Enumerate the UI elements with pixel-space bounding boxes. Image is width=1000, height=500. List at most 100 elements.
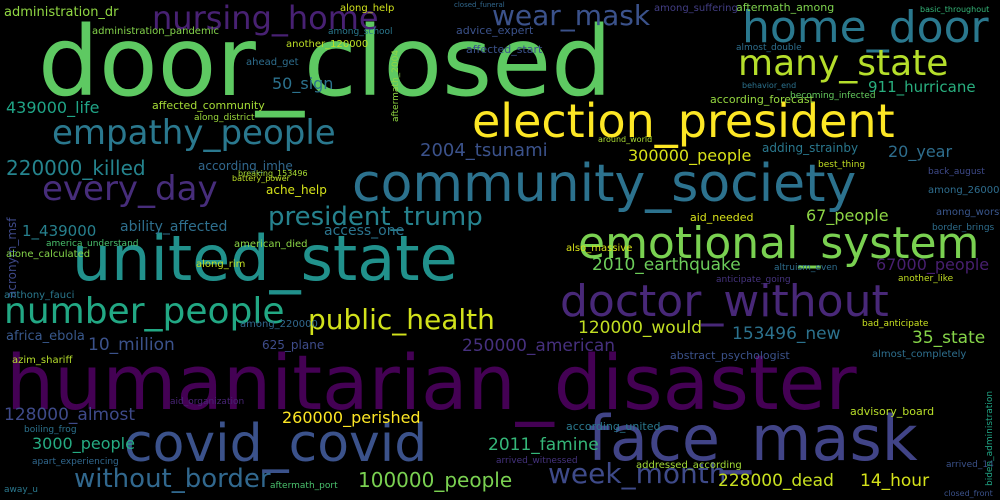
word: 228000_dead: [718, 471, 834, 491]
word: 120000_would: [578, 318, 702, 338]
word: president_trump: [268, 202, 483, 232]
word: apart_experiencing: [32, 457, 119, 467]
word: 2011_famine: [488, 435, 599, 455]
word: closed_front: [944, 489, 993, 498]
word: every_day: [42, 169, 218, 209]
word: africa_ebola: [6, 329, 85, 344]
word: altruism_even: [774, 263, 838, 273]
word: anticipate_going: [716, 275, 791, 285]
word: becoming_infected: [790, 91, 876, 101]
word: addressed_according: [636, 460, 742, 471]
word: according_imhe: [198, 159, 293, 173]
word: ahead_get: [246, 57, 299, 68]
word: alone_calculated: [6, 249, 91, 260]
word: wear_mask: [492, 0, 651, 32]
word: almost_completely: [872, 349, 967, 360]
word: doctor_without: [560, 276, 889, 327]
word: another_like: [898, 274, 954, 284]
word: among_220000: [240, 319, 318, 330]
word: access_one: [324, 223, 405, 239]
word: basic_throughout: [920, 5, 990, 14]
word: abstract_psychologist: [670, 349, 790, 362]
word: along_rim: [196, 259, 246, 270]
word: along_district: [194, 113, 255, 123]
word: number_people: [4, 291, 285, 332]
word: 35_state: [912, 328, 986, 348]
word: 250000_american: [462, 336, 616, 356]
word: aftermath_among: [736, 1, 835, 14]
word: 153496_new: [732, 324, 841, 344]
word: face_mask: [588, 402, 918, 475]
word: almost_double: [736, 43, 802, 53]
word: 1_439000: [22, 222, 97, 240]
word: advisory_board: [850, 405, 935, 418]
word: affected_community: [152, 99, 265, 112]
word: 10_million: [88, 335, 175, 355]
word: advice_expert: [456, 24, 534, 37]
word: according_forecast: [710, 93, 814, 106]
word: public_health: [308, 303, 495, 336]
word: many_state: [738, 43, 949, 84]
word: covid_covid: [124, 414, 428, 474]
word: 3000_people: [32, 434, 135, 453]
word: best_thing: [818, 160, 866, 170]
word: 439000_life: [6, 98, 100, 117]
word: 67_people: [806, 206, 889, 225]
word: united_state: [72, 222, 458, 295]
word: without_border: [74, 464, 271, 494]
word: ability_affected: [120, 219, 228, 235]
word: 14_hour: [860, 471, 930, 491]
word: breaking_153496: [238, 169, 308, 178]
word: aid_organization: [170, 397, 245, 407]
word: 625_plane: [262, 338, 325, 352]
word: aid_needed: [690, 211, 754, 224]
word: door_closed: [38, 6, 613, 118]
word: along_help: [340, 3, 395, 14]
word: also_massive: [566, 243, 633, 254]
word: american_died: [234, 239, 308, 250]
word: 128000_almost: [4, 405, 136, 425]
word: according_united: [566, 420, 661, 433]
word: home_door: [742, 2, 989, 53]
word: boiling_frog: [24, 425, 77, 435]
word: among_260000: [928, 185, 1000, 196]
word: arrived_witnessed: [496, 456, 578, 466]
word: 67000_people: [876, 255, 990, 274]
word: humanitarian_disaster: [6, 338, 857, 427]
word: 2004_tsunami: [420, 140, 548, 161]
word: border_brings: [932, 223, 995, 233]
word: among_worst: [936, 207, 1000, 218]
word: administration_pandemic: [92, 26, 219, 37]
word: election_president: [472, 94, 895, 148]
word: back_august: [928, 167, 985, 177]
word: battery_power: [232, 174, 290, 183]
word: 300000_people: [628, 146, 752, 165]
word: bad_anticipate: [862, 319, 929, 329]
word: 911_hurricane: [868, 78, 976, 96]
word: america_understand: [46, 239, 139, 249]
word: 50_sign: [272, 74, 334, 93]
word: adding_strainby: [762, 141, 859, 155]
word: biden_administration: [985, 390, 995, 486]
word: azim_shariff: [12, 355, 73, 366]
word: 260000_perished: [282, 408, 421, 427]
word: anthony_fauci: [4, 290, 75, 301]
word: away_u: [4, 485, 38, 495]
word: community_society: [352, 154, 857, 214]
word: aftermath_2004: [391, 49, 401, 122]
word: among_suffering: [654, 3, 738, 14]
word: behavior_end: [742, 81, 797, 90]
word: another_120000: [286, 39, 369, 50]
word: week_month: [548, 457, 727, 490]
word: 20_year: [888, 142, 953, 161]
word: aftermath_port: [270, 481, 338, 491]
word: 220000_killed: [6, 156, 146, 180]
word: 100000_people: [358, 468, 513, 492]
word: 2010_earthquake: [592, 255, 741, 275]
word: among_school: [328, 27, 393, 37]
word: ache_help: [266, 183, 327, 197]
word: around_world: [598, 135, 653, 144]
word: arrived_14: [946, 460, 994, 470]
word: nursing_home: [152, 0, 379, 37]
